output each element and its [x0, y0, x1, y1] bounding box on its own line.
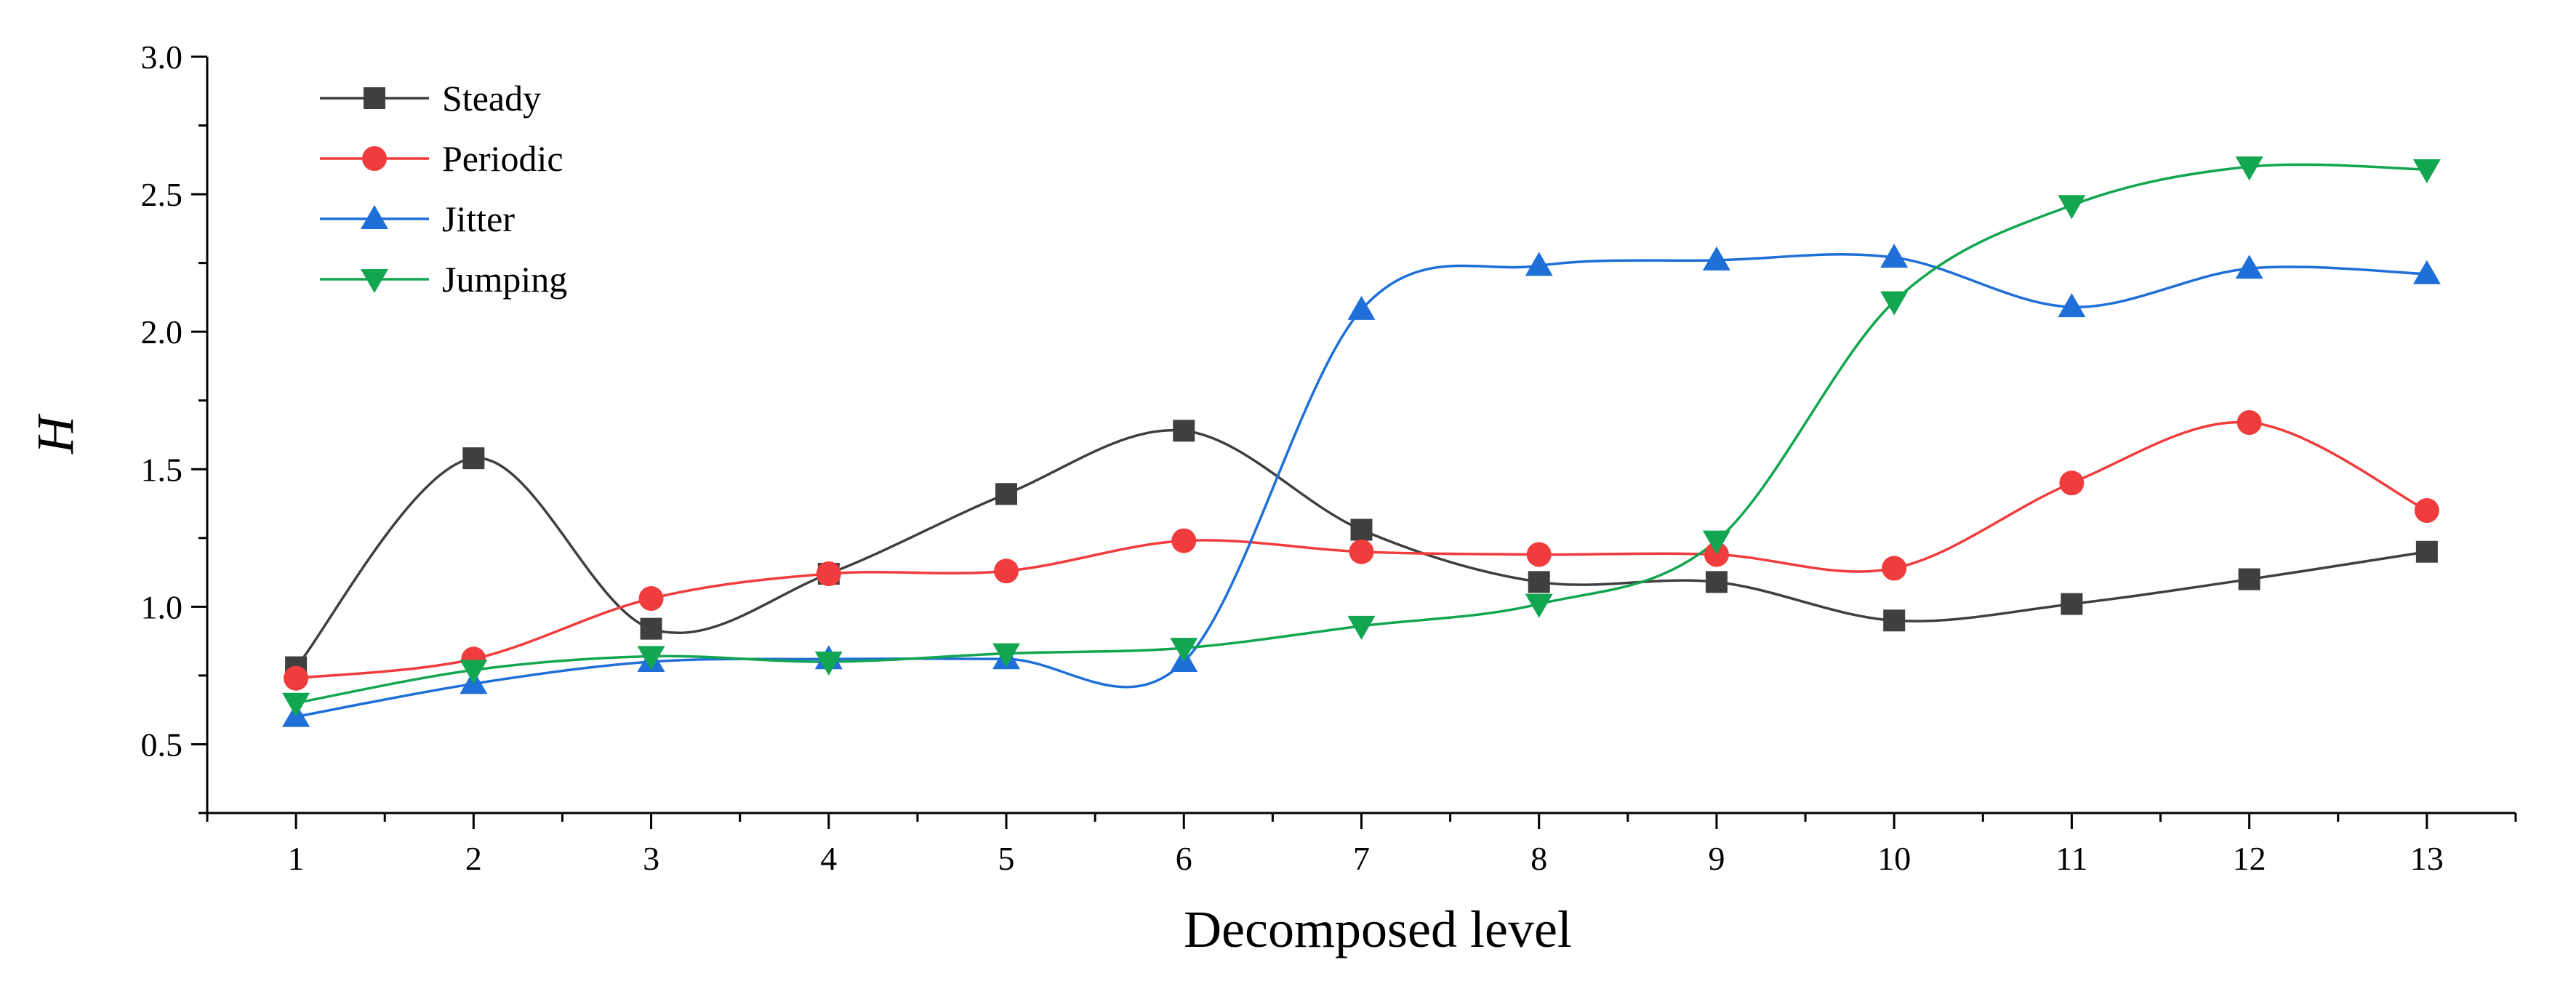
marker-jumping [2235, 156, 2263, 181]
marker-jumping [1880, 291, 1909, 316]
marker-jitter [1347, 295, 1376, 320]
marker-periodic [1171, 528, 1197, 553]
x-axis-title: Decomposed level [1184, 900, 1572, 958]
x-tick-label: 11 [2055, 840, 2087, 877]
x-tick-label: 6 [1176, 840, 1192, 877]
marker-periodic [2059, 471, 2085, 496]
x-tick-label: 10 [1877, 840, 1911, 877]
marker-periodic [994, 558, 1019, 584]
marker-jitter [2235, 255, 2263, 279]
marker-jumping [637, 646, 665, 670]
marker-periodic [816, 561, 841, 586]
y-tick-label: 2.5 [141, 176, 183, 213]
marker-steady [2061, 593, 2083, 615]
marker-steady [2238, 568, 2260, 590]
marker-jumping [460, 660, 488, 684]
marker-jitter [2412, 260, 2441, 284]
marker-periodic [1526, 542, 1552, 567]
marker-jumping [1702, 530, 1730, 555]
y-tick-label: 1.0 [141, 588, 183, 625]
legend-label-periodic: Periodic [442, 138, 563, 179]
legend-label-jumping: Jumping [442, 259, 567, 300]
x-tick-label: 4 [820, 840, 837, 877]
y-tick-label: 2.0 [141, 313, 183, 351]
axes: 0.51.01.52.02.53.01 2 3 4 5 6 7 8 9 10 11 12 13 [141, 39, 2517, 877]
y-axis-title: H [26, 413, 84, 455]
x-tick-label: 9 [1708, 840, 1725, 877]
legend-label-jitter: Jitter [442, 199, 515, 239]
marker-steady [462, 447, 485, 470]
marker-periodic [638, 586, 664, 612]
markers [282, 156, 2441, 727]
y-tick-label: 3.0 [141, 39, 183, 76]
x-tick-label: 7 [1353, 840, 1370, 877]
x-tick-label: 2 [465, 840, 482, 877]
x-tick-label: 8 [1530, 840, 1547, 877]
marker-steady [1173, 420, 1195, 442]
legend-marker-jumping [361, 269, 388, 293]
legend: Steady Periodic Jitter Jumping [320, 78, 567, 300]
marker-periodic [1882, 556, 1907, 581]
legend-marker-steady [364, 87, 385, 109]
marker-steady [640, 617, 662, 640]
series-line-jitter [295, 253, 2427, 718]
marker-jitter [2058, 293, 2086, 318]
x-tick-label: 3 [643, 840, 659, 877]
marker-jitter [1880, 244, 1909, 268]
marker-jumping [814, 652, 843, 676]
x-tick-label: 13 [2410, 840, 2444, 877]
legend-label-steady: Steady [442, 78, 541, 119]
marker-jitter [1525, 252, 1553, 276]
marker-periodic [284, 665, 309, 691]
legend-marker-periodic [362, 146, 387, 171]
marker-jumping [1525, 593, 1553, 618]
series-line-steady [294, 428, 2428, 668]
x-tick-label: 12 [2233, 840, 2266, 877]
marker-periodic [1349, 539, 1374, 564]
marker-jumping [992, 643, 1021, 668]
x-tick-label: 5 [998, 840, 1015, 877]
marker-periodic [2414, 498, 2439, 523]
marker-steady [1705, 571, 1728, 593]
marker-steady [1528, 571, 1550, 593]
marker-jitter [1702, 246, 1730, 271]
legend-marker-jitter [361, 205, 388, 229]
marker-steady [1883, 609, 1906, 632]
y-tick-label: 0.5 [141, 726, 183, 763]
x-tick-label: 1 [288, 840, 305, 877]
marker-periodic [2236, 409, 2262, 435]
marker-jumping [2412, 159, 2441, 184]
marker-steady [1350, 518, 1373, 541]
y-tick-label: 1.5 [141, 451, 183, 488]
marker-steady [2415, 540, 2438, 563]
marker-jumping [2058, 195, 2086, 220]
marker-jumping [1170, 638, 1198, 662]
marker-jumping [282, 692, 310, 717]
marker-jumping [1347, 615, 1376, 640]
marker-steady [995, 483, 1018, 505]
